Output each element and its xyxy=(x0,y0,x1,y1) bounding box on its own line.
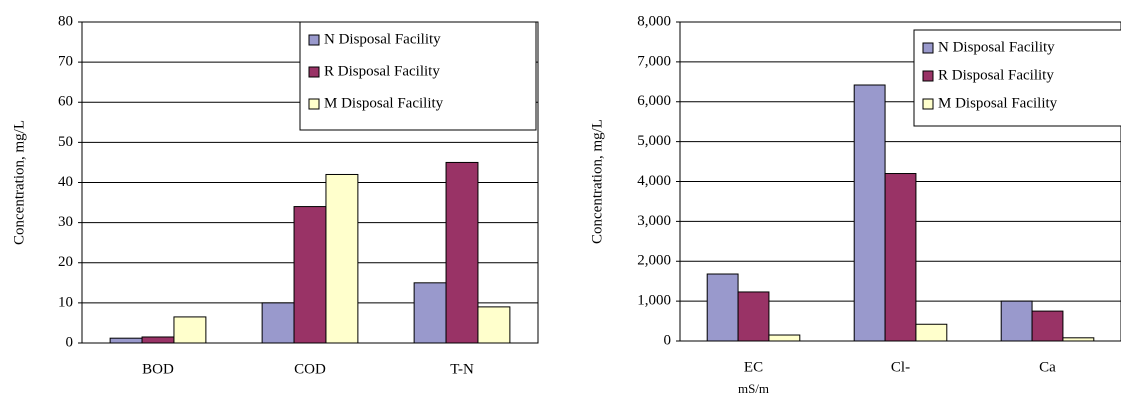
bar xyxy=(413,282,447,344)
x-tick-note: mS/m xyxy=(738,381,769,396)
bar xyxy=(477,306,511,344)
y-tick-label: 60 xyxy=(58,94,73,110)
legend-swatch xyxy=(922,98,934,110)
y-tick-label: 40 xyxy=(58,174,73,190)
bar xyxy=(173,316,207,344)
bar xyxy=(737,291,770,342)
x-tick-label: EC xyxy=(744,359,763,375)
bar xyxy=(768,334,801,342)
x-tick-label: Cl- xyxy=(891,359,910,375)
bar xyxy=(915,323,948,342)
y-tick-label: 70 xyxy=(58,54,73,70)
x-tick-label: COD xyxy=(294,361,326,377)
y-tick-label: 4,000 xyxy=(637,173,671,189)
bar xyxy=(325,173,359,344)
x-tick-label: T-N xyxy=(450,361,474,377)
legend-label: N Disposal Facility xyxy=(324,31,441,47)
legend-swatch xyxy=(308,98,320,110)
bar xyxy=(109,337,143,344)
legend-label: M Disposal Facility xyxy=(938,95,1058,111)
legend-swatch xyxy=(308,66,320,78)
y-tick-label: 0 xyxy=(664,332,672,348)
legend-swatch xyxy=(922,70,934,82)
bar xyxy=(445,161,479,344)
x-tick-label: BOD xyxy=(142,361,174,377)
y-tick-label: 7,000 xyxy=(637,53,671,69)
y-tick-label: 20 xyxy=(58,254,73,270)
legend-swatch xyxy=(922,42,934,54)
legend-label: N Disposal Facility xyxy=(938,39,1055,55)
y-tick-label: 10 xyxy=(58,294,73,310)
legend-label: R Disposal Facility xyxy=(938,67,1054,83)
bar xyxy=(141,336,175,344)
legend-swatch xyxy=(308,34,320,46)
x-tick-label: Ca xyxy=(1039,359,1056,375)
y-axis-label: Concentration, mg/L xyxy=(589,119,605,244)
y-axis-label: Concentration, mg/L xyxy=(11,120,27,245)
y-tick-label: 8,000 xyxy=(637,13,671,29)
y-tick-label: 6,000 xyxy=(637,93,671,109)
bar xyxy=(1062,337,1095,342)
legend-box xyxy=(913,29,1121,127)
y-tick-label: 30 xyxy=(58,214,73,230)
y-tick-label: 80 xyxy=(58,13,73,29)
y-tick-label: 1,000 xyxy=(637,293,671,309)
bar xyxy=(1031,310,1064,342)
y-tick-label: 50 xyxy=(58,134,73,150)
bar xyxy=(293,206,327,344)
bar xyxy=(884,173,917,342)
legend-label: R Disposal Facility xyxy=(324,63,440,79)
legend-box xyxy=(299,21,537,131)
y-tick-label: 0 xyxy=(66,334,74,350)
bar xyxy=(853,84,886,342)
legend-label: M Disposal Facility xyxy=(324,95,444,111)
y-tick-label: 3,000 xyxy=(637,213,671,229)
y-tick-label: 5,000 xyxy=(637,133,671,149)
bar xyxy=(1000,300,1033,342)
y-tick-label: 2,000 xyxy=(637,253,671,269)
bar xyxy=(261,302,295,344)
bar xyxy=(706,273,739,342)
